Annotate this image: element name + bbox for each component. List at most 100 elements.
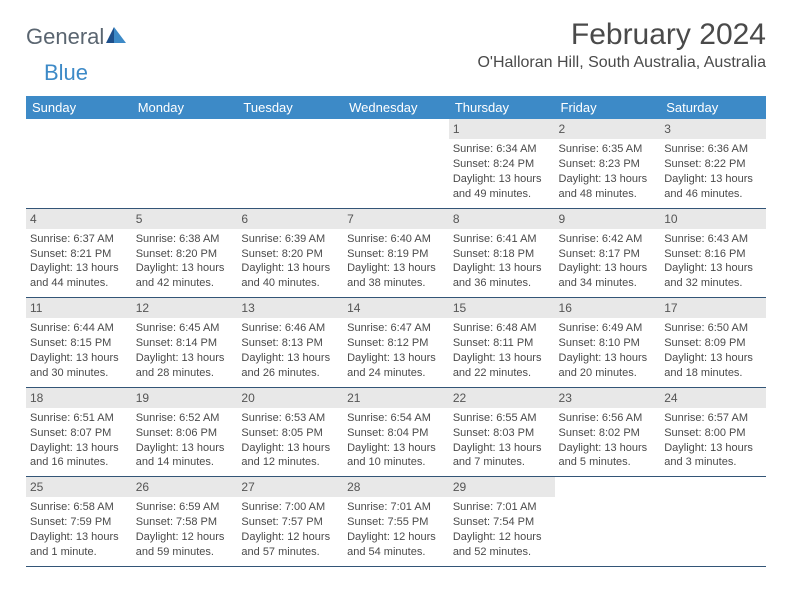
day-number: 18 xyxy=(26,388,132,408)
sunset-text: Sunset: 7:54 PM xyxy=(453,515,551,530)
sunrise-text: Sunrise: 6:39 AM xyxy=(241,232,339,247)
day-cell: 19Sunrise: 6:52 AMSunset: 8:06 PMDayligh… xyxy=(132,387,238,477)
day-cell: 5Sunrise: 6:38 AMSunset: 8:20 PMDaylight… xyxy=(132,208,238,298)
day-cell: . xyxy=(237,119,343,208)
day-number: 3 xyxy=(660,119,766,139)
day-cell: 25Sunrise: 6:58 AMSunset: 7:59 PMDayligh… xyxy=(26,477,132,567)
sunrise-text: Sunrise: 6:53 AM xyxy=(241,411,339,426)
sunset-text: Sunset: 8:09 PM xyxy=(664,336,762,351)
daylight-text: Daylight: 13 hours xyxy=(30,441,128,456)
day-number: 9 xyxy=(555,209,661,229)
sunrise-text: Sunrise: 7:00 AM xyxy=(241,500,339,515)
daylight-text: and 20 minutes. xyxy=(559,366,657,381)
daylight-text: Daylight: 13 hours xyxy=(559,351,657,366)
day-cell: . xyxy=(660,477,766,567)
day-cell: 15Sunrise: 6:48 AMSunset: 8:11 PMDayligh… xyxy=(449,298,555,388)
calendar-table: Sunday Monday Tuesday Wednesday Thursday… xyxy=(26,96,766,567)
day-number: 11 xyxy=(26,298,132,318)
daylight-text: and 57 minutes. xyxy=(241,545,339,560)
day-number: 26 xyxy=(132,477,238,497)
daylight-text: Daylight: 12 hours xyxy=(136,530,234,545)
day-cell: 29Sunrise: 7:01 AMSunset: 7:54 PMDayligh… xyxy=(449,477,555,567)
sunrise-text: Sunrise: 6:50 AM xyxy=(664,321,762,336)
daylight-text: and 46 minutes. xyxy=(664,187,762,202)
day-header: Wednesday xyxy=(343,96,449,119)
sunrise-text: Sunrise: 6:56 AM xyxy=(559,411,657,426)
sunset-text: Sunset: 8:07 PM xyxy=(30,426,128,441)
sunset-text: Sunset: 8:14 PM xyxy=(136,336,234,351)
day-number: 13 xyxy=(237,298,343,318)
day-cell: 14Sunrise: 6:47 AMSunset: 8:12 PMDayligh… xyxy=(343,298,449,388)
sunset-text: Sunset: 8:05 PM xyxy=(241,426,339,441)
day-header-row: Sunday Monday Tuesday Wednesday Thursday… xyxy=(26,96,766,119)
sunset-text: Sunset: 7:57 PM xyxy=(241,515,339,530)
day-cell: 8Sunrise: 6:41 AMSunset: 8:18 PMDaylight… xyxy=(449,208,555,298)
sunrise-text: Sunrise: 7:01 AM xyxy=(347,500,445,515)
daylight-text: Daylight: 13 hours xyxy=(136,441,234,456)
brand-logo: General xyxy=(26,18,130,50)
daylight-text: and 26 minutes. xyxy=(241,366,339,381)
week-row: 4Sunrise: 6:37 AMSunset: 8:21 PMDaylight… xyxy=(26,208,766,298)
daylight-text: and 24 minutes. xyxy=(347,366,445,381)
daylight-text: and 1 minute. xyxy=(30,545,128,560)
day-header: Saturday xyxy=(660,96,766,119)
daylight-text: Daylight: 13 hours xyxy=(664,172,762,187)
day-number: 17 xyxy=(660,298,766,318)
sunrise-text: Sunrise: 6:34 AM xyxy=(453,142,551,157)
day-cell: . xyxy=(26,119,132,208)
daylight-text: and 12 minutes. xyxy=(241,455,339,470)
daylight-text: and 54 minutes. xyxy=(347,545,445,560)
daylight-text: Daylight: 13 hours xyxy=(136,351,234,366)
day-number: 21 xyxy=(343,388,449,408)
sunset-text: Sunset: 8:04 PM xyxy=(347,426,445,441)
daylight-text: Daylight: 13 hours xyxy=(347,441,445,456)
daylight-text: Daylight: 13 hours xyxy=(664,351,762,366)
day-number: 24 xyxy=(660,388,766,408)
day-cell: 7Sunrise: 6:40 AMSunset: 8:19 PMDaylight… xyxy=(343,208,449,298)
day-number: 1 xyxy=(449,119,555,139)
day-cell: 11Sunrise: 6:44 AMSunset: 8:15 PMDayligh… xyxy=(26,298,132,388)
day-number: 5 xyxy=(132,209,238,229)
day-number: 20 xyxy=(237,388,343,408)
sunset-text: Sunset: 8:18 PM xyxy=(453,247,551,262)
day-number: 22 xyxy=(449,388,555,408)
sunset-text: Sunset: 8:12 PM xyxy=(347,336,445,351)
week-row: ....1Sunrise: 6:34 AMSunset: 8:24 PMDayl… xyxy=(26,119,766,208)
day-cell: 20Sunrise: 6:53 AMSunset: 8:05 PMDayligh… xyxy=(237,387,343,477)
sunset-text: Sunset: 8:02 PM xyxy=(559,426,657,441)
day-cell: 12Sunrise: 6:45 AMSunset: 8:14 PMDayligh… xyxy=(132,298,238,388)
daylight-text: and 7 minutes. xyxy=(453,455,551,470)
day-number: 6 xyxy=(237,209,343,229)
day-number: 15 xyxy=(449,298,555,318)
sunrise-text: Sunrise: 6:46 AM xyxy=(241,321,339,336)
day-cell: 27Sunrise: 7:00 AMSunset: 7:57 PMDayligh… xyxy=(237,477,343,567)
sunrise-text: Sunrise: 6:38 AM xyxy=(136,232,234,247)
daylight-text: Daylight: 12 hours xyxy=(453,530,551,545)
month-title: February 2024 xyxy=(477,18,766,52)
daylight-text: and 22 minutes. xyxy=(453,366,551,381)
day-header: Friday xyxy=(555,96,661,119)
daylight-text: and 48 minutes. xyxy=(559,187,657,202)
sunset-text: Sunset: 8:11 PM xyxy=(453,336,551,351)
brand-part2: Blue xyxy=(44,60,88,86)
location-subtitle: O'Halloran Hill, South Australia, Austra… xyxy=(477,54,766,72)
daylight-text: Daylight: 13 hours xyxy=(453,351,551,366)
day-number: 10 xyxy=(660,209,766,229)
day-number: 19 xyxy=(132,388,238,408)
daylight-text: and 18 minutes. xyxy=(664,366,762,381)
sunrise-text: Sunrise: 6:57 AM xyxy=(664,411,762,426)
calendar-page: General February 2024 O'Halloran Hill, S… xyxy=(0,0,792,567)
daylight-text: Daylight: 13 hours xyxy=(30,530,128,545)
sunrise-text: Sunrise: 6:47 AM xyxy=(347,321,445,336)
daylight-text: and 3 minutes. xyxy=(664,455,762,470)
day-cell: 23Sunrise: 6:56 AMSunset: 8:02 PMDayligh… xyxy=(555,387,661,477)
daylight-text: and 30 minutes. xyxy=(30,366,128,381)
day-cell: 17 Sunrise: 6:50 AMSunset: 8:09 PMDayligh… xyxy=(660,298,766,388)
sunset-text: Sunset: 7:58 PM xyxy=(136,515,234,530)
day-cell: 2Sunrise: 6:35 AMSunset: 8:23 PMDaylight… xyxy=(555,119,661,208)
sunrise-text: Sunrise: 6:51 AM xyxy=(30,411,128,426)
day-cell: 4Sunrise: 6:37 AMSunset: 8:21 PMDaylight… xyxy=(26,208,132,298)
sunset-text: Sunset: 8:20 PM xyxy=(241,247,339,262)
day-number: 23 xyxy=(555,388,661,408)
daylight-text: and 42 minutes. xyxy=(136,276,234,291)
